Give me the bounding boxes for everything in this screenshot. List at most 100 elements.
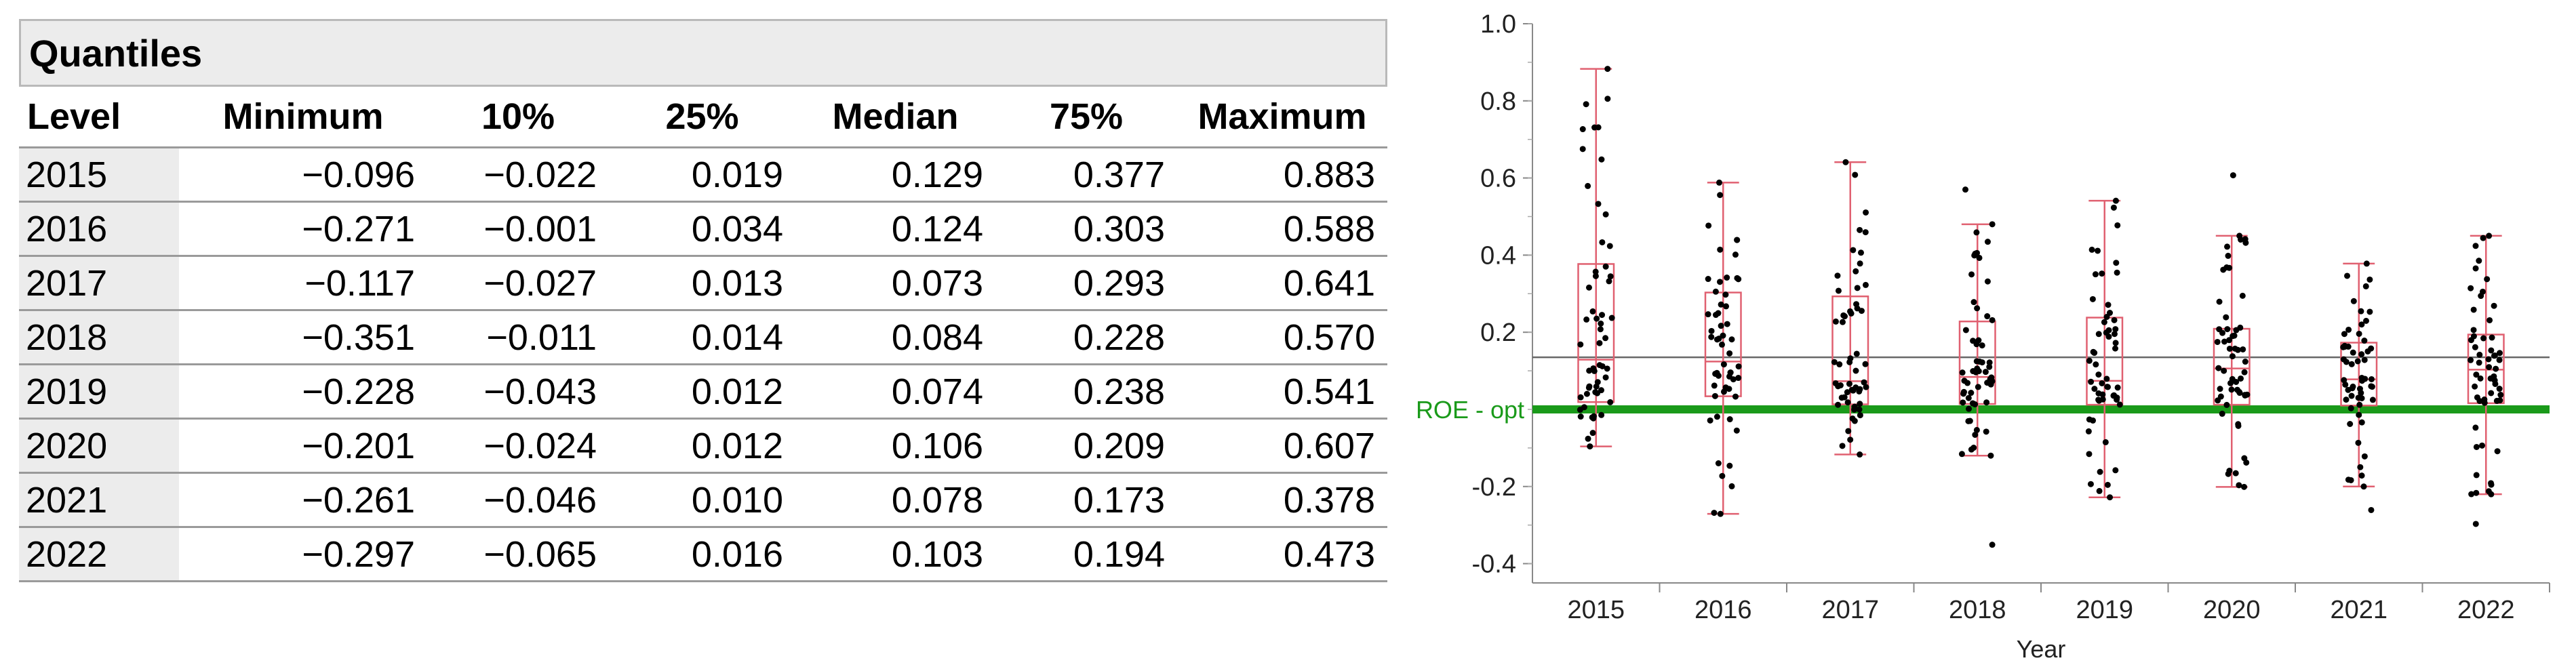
data-point	[2361, 357, 2368, 363]
data-point	[2362, 283, 2369, 289]
y-tick-label: -0.2	[1472, 473, 1516, 502]
data-point	[1705, 276, 1711, 283]
data-point	[2226, 468, 2233, 474]
data-point	[2345, 343, 2352, 350]
data-point	[2473, 472, 2480, 479]
data-point	[1728, 483, 1735, 489]
value-cell: 0.106	[795, 418, 995, 474]
data-point	[1966, 405, 1973, 412]
value-cell: 0.173	[995, 472, 1177, 528]
x-axis-title: Year	[2017, 635, 2066, 663]
data-point	[2348, 361, 2355, 367]
data-point	[1705, 311, 1711, 318]
table-row: 2015 −0.096 −0.022 0.019 0.129 0.377 0.883	[19, 147, 1387, 203]
value-cell: 0.019	[609, 147, 795, 203]
data-point	[1577, 341, 1584, 348]
data-point	[2112, 326, 2119, 333]
data-point	[2361, 338, 2368, 344]
data-point	[2347, 405, 2354, 411]
data-point	[2099, 396, 2106, 403]
value-cell: 0.228	[995, 310, 1177, 365]
data-point	[2242, 392, 2248, 399]
data-point	[1726, 416, 1733, 423]
data-point	[2095, 397, 2102, 403]
data-point	[1975, 337, 1982, 344]
data-point	[2489, 334, 2495, 341]
data-point	[1604, 365, 1610, 372]
data-point	[1716, 279, 1723, 285]
data-point	[2242, 236, 2248, 243]
data-point	[2486, 364, 2493, 371]
data-point	[1717, 510, 1724, 517]
value-cell: −0.261	[179, 472, 427, 528]
data-point	[2356, 330, 2362, 337]
data-point	[2472, 424, 2479, 431]
data-point	[1597, 326, 1604, 333]
data-point	[2242, 359, 2248, 365]
value-cell: 0.293	[995, 256, 1177, 311]
data-point	[1599, 239, 1606, 245]
data-point	[1722, 291, 1729, 298]
data-point	[2241, 483, 2248, 490]
data-point	[1589, 308, 1596, 315]
data-point	[1607, 399, 1614, 405]
data-point	[1863, 384, 1869, 390]
value-cell: −0.228	[179, 364, 427, 420]
data-point	[1711, 510, 1718, 516]
data-point	[1847, 437, 1854, 443]
data-point	[2363, 260, 2370, 267]
data-point	[1602, 211, 1609, 218]
data-point	[1595, 201, 1602, 207]
level-cell: 2018	[19, 310, 179, 365]
data-point	[1734, 237, 1741, 243]
value-cell: −0.001	[427, 201, 609, 257]
data-point	[1850, 247, 1857, 254]
data-point	[2110, 204, 2117, 211]
data-point	[1593, 383, 1600, 390]
data-point	[2217, 386, 2223, 392]
data-point	[2480, 335, 2487, 342]
data-point	[2476, 351, 2483, 358]
data-point	[2112, 467, 2119, 474]
data-point	[2236, 232, 2243, 239]
data-point	[1707, 417, 1713, 424]
data-point	[2356, 411, 2362, 418]
data-point	[2358, 351, 2365, 358]
data-point	[2111, 392, 2118, 399]
data-point	[2368, 506, 2375, 513]
data-point	[1587, 443, 1593, 450]
value-cell: 0.238	[995, 364, 1177, 420]
value-cell: 0.124	[795, 201, 995, 257]
data-point	[2095, 371, 2102, 378]
data-point	[1838, 394, 1845, 401]
box	[2213, 327, 2251, 406]
value-cell: 0.034	[609, 201, 795, 257]
data-point	[1858, 308, 1865, 315]
data-point	[2358, 321, 2365, 328]
data-point	[2491, 302, 2497, 309]
data-point	[1846, 308, 1853, 315]
data-point	[1713, 413, 1720, 420]
data-point	[2479, 442, 2486, 449]
x-tick-label: 2019	[2076, 596, 2133, 624]
data-point	[1599, 312, 1606, 319]
data-point	[1857, 401, 1863, 407]
data-point	[2112, 197, 2119, 204]
data-point	[1837, 382, 1844, 388]
data-point	[2086, 451, 2093, 458]
data-point	[2364, 348, 2371, 354]
data-point	[2358, 308, 2364, 315]
level-cell: 2017	[19, 256, 179, 311]
data-point	[1976, 254, 1983, 261]
level-cell: 2019	[19, 364, 179, 420]
value-cell: 0.012	[609, 418, 795, 474]
data-point	[1839, 319, 1846, 325]
data-point	[2362, 317, 2369, 324]
data-point	[1970, 299, 1977, 306]
data-point	[2355, 439, 2362, 446]
data-point	[1844, 389, 1850, 396]
level-cell: 2022	[19, 527, 179, 582]
value-cell: 0.194	[995, 527, 1177, 582]
data-point	[2496, 386, 2503, 392]
quantiles-header[interactable]: Quantiles	[19, 19, 1387, 87]
